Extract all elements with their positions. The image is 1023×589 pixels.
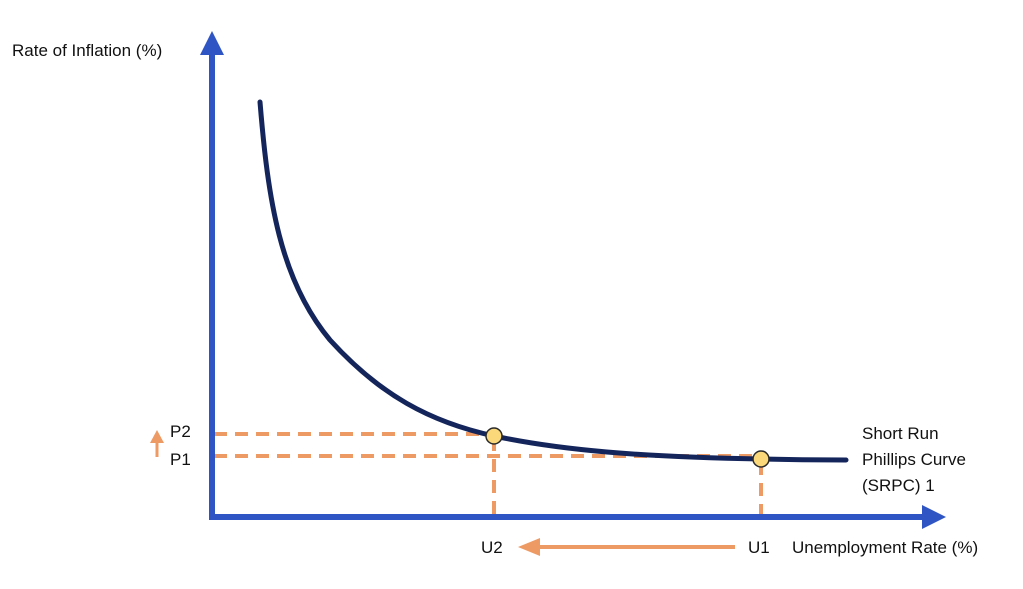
srpc-label-line-3: (SRPC) 1 xyxy=(862,476,935,495)
srpc-label-line-2: Phillips Curve xyxy=(862,450,966,469)
point-u1-p1-marker xyxy=(752,450,770,468)
srpc-label-line-1: Short Run xyxy=(862,424,939,443)
inflation-shift-arrowhead xyxy=(150,430,164,443)
point-u2-p2-marker xyxy=(485,427,503,445)
srpc-curve xyxy=(257,99,849,463)
x-axis-label: Unemployment Rate (%) xyxy=(792,538,979,557)
u2-label: U2 xyxy=(481,538,503,557)
y-axis-arrowhead xyxy=(200,31,224,55)
unemployment-shift-arrowhead xyxy=(518,538,540,556)
p2-label: P2 xyxy=(170,422,191,441)
x-axis-arrowhead xyxy=(922,505,946,529)
u1-label: U1 xyxy=(748,538,770,557)
srpc-curve-label: Short Run Phillips Curve (SRPC) 1 xyxy=(862,421,966,499)
y-axis-label: Rate of Inflation (%) xyxy=(12,41,163,60)
p1-label: P1 xyxy=(170,450,191,469)
